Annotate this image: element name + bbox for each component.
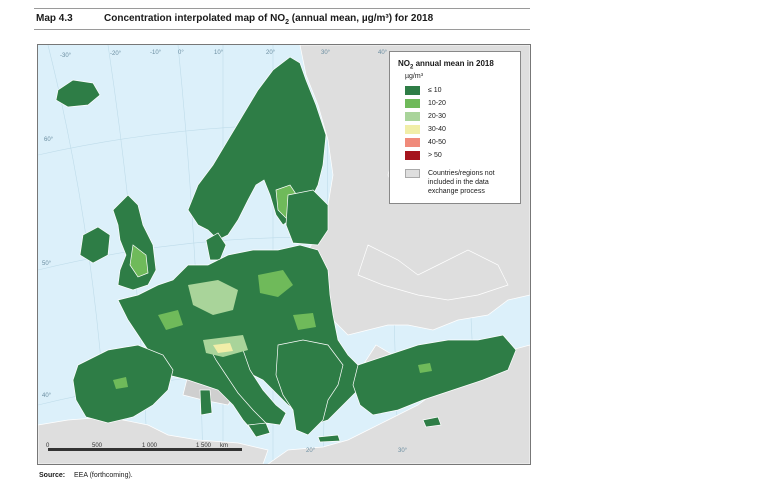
lon-label: 20° (266, 50, 276, 56)
legend-item-label: Countries/regions not included in the da… (428, 170, 495, 195)
legend-item: 20-30 (405, 112, 515, 122)
lon-label: 30° (321, 50, 331, 56)
source-text: EEA (forthcoming). (74, 472, 133, 479)
lon-label: 30° (398, 448, 408, 454)
legend-swatch (405, 86, 420, 95)
header-rule-top (34, 8, 530, 9)
map-header: Map 4.3 Concentration interpolated map o… (34, 12, 530, 28)
map-legend: NO2 annual mean in 2018 µg/m³ ≤ 10 10-20… (389, 51, 521, 204)
lon-label: -10° (150, 50, 162, 56)
lon-label: 0° (178, 50, 184, 56)
source-label: Source: (39, 472, 66, 479)
legend-item-label: 10-20 (428, 100, 446, 107)
lat-label: 40° (42, 393, 52, 399)
legend-item: 40-50 (405, 138, 515, 148)
scale-label: 1 500 (196, 443, 212, 449)
legend-item-label: 20-30 (428, 113, 446, 120)
scale-bar-line (48, 448, 242, 451)
lon-label: 20° (306, 448, 316, 454)
header-rule-bottom (34, 29, 530, 30)
legend-swatch (405, 151, 420, 160)
map-number: Map 4.3 (36, 13, 73, 24)
lon-label: -20° (110, 51, 122, 57)
legend-item-label: ≤ 10 (428, 87, 442, 94)
legend-swatch (405, 125, 420, 134)
legend-item: 10-20 (405, 99, 515, 109)
legend-item: ≤ 10 (405, 86, 515, 96)
lon-label: 40° (378, 50, 388, 56)
legend-item-label: > 50 (428, 152, 442, 159)
map-title: Concentration interpolated map of NO2 (a… (104, 13, 434, 26)
concentration-hotspots (113, 270, 432, 389)
scale-label: 1 000 (142, 443, 158, 449)
legend-unit: µg/m³ (405, 73, 424, 80)
lat-label: 50° (42, 261, 52, 267)
lat-label: 60° (44, 137, 54, 143)
scale-bar: 0 500 1 000 1 500 km (46, 443, 242, 461)
legend-item-label: 40-50 (428, 139, 446, 146)
legend-item-label: 30-40 (428, 126, 446, 133)
legend-swatch (405, 112, 420, 121)
source-note: Source: EEA (forthcoming). (39, 472, 133, 479)
scale-label: 500 (92, 443, 103, 449)
scale-label: 0 (46, 443, 50, 449)
lon-label: 10° (214, 50, 224, 56)
legend-item: 30-40 (405, 125, 515, 135)
legend-title: NO2 annual mean in 2018 (398, 59, 494, 71)
legend-item: > 50 (405, 151, 515, 161)
lon-label: -30° (60, 53, 72, 59)
scale-label: km (220, 443, 228, 449)
legend-swatch (405, 138, 420, 147)
legend-swatch (405, 169, 420, 178)
legend-swatch (405, 99, 420, 108)
